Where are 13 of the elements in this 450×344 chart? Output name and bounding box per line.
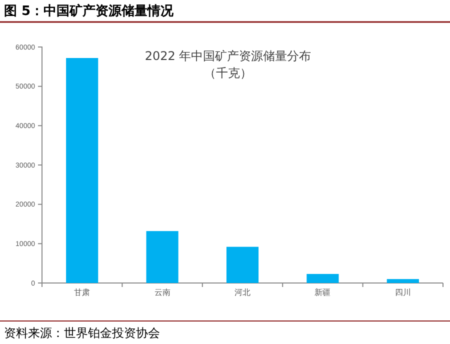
chart-title: 图 5：中国矿产资源储量情况 [4, 3, 175, 19]
bar [226, 246, 259, 283]
bar [146, 231, 178, 283]
x-tick-label: 云南 [154, 288, 170, 297]
bar [386, 279, 419, 283]
x-tick-label: 四川 [394, 288, 411, 297]
text: 资料来源：世界铂金投资协会 [4, 326, 160, 340]
bar [66, 58, 98, 283]
x-tick-label: 甘肃 [74, 288, 90, 297]
bar [306, 274, 339, 283]
x-tick-label: 新疆 [314, 288, 331, 297]
text: 2022 年中国矿产资源储量分布（千克） [144, 49, 312, 80]
x-tick-label: 河北 [234, 288, 250, 297]
